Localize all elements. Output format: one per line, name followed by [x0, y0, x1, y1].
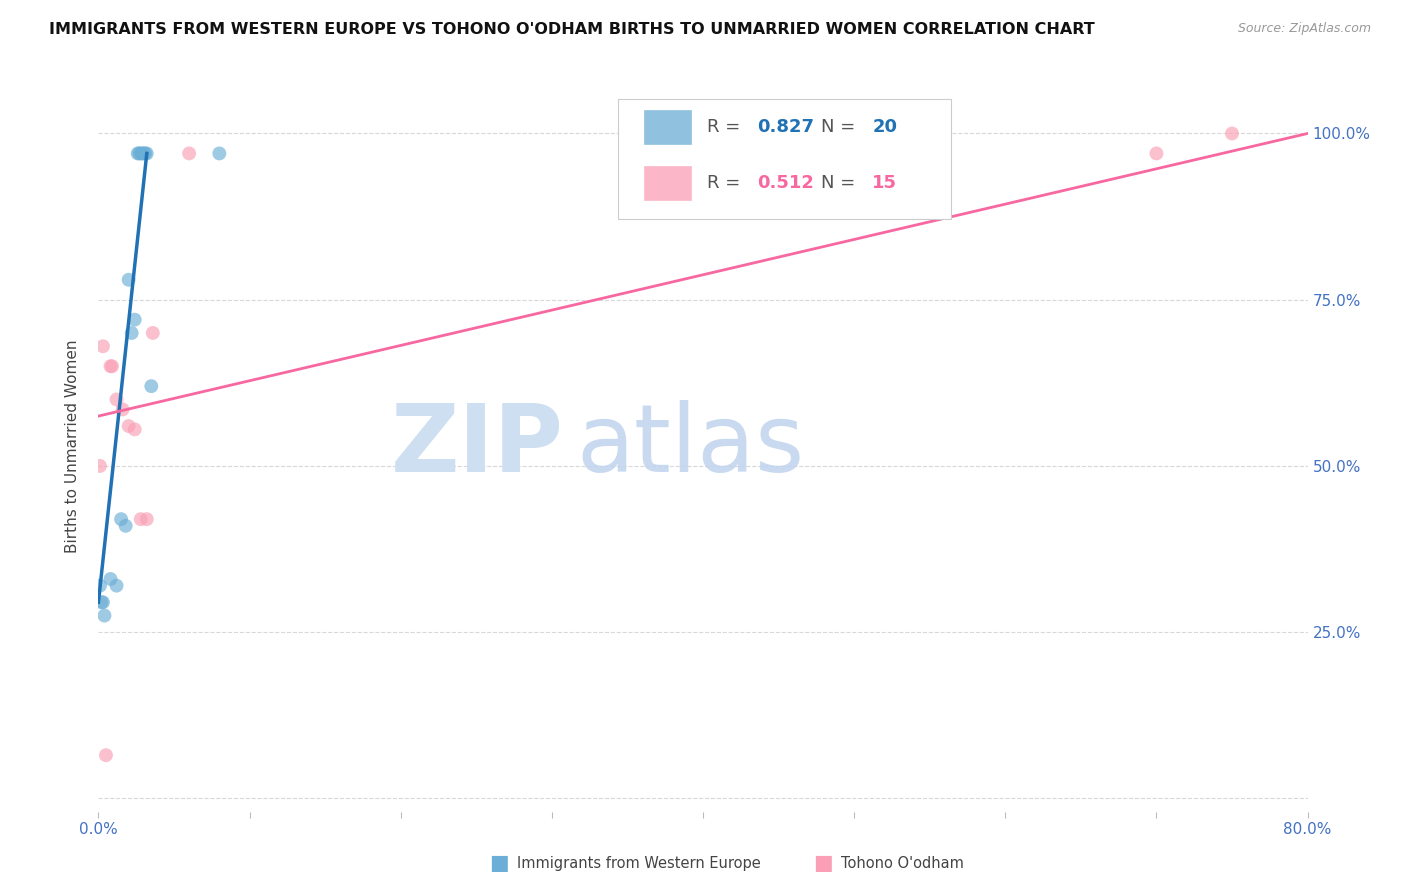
Point — [110, 512, 132, 526]
Point — [124, 312, 146, 326]
FancyBboxPatch shape — [644, 110, 692, 145]
Point — [89, 458, 111, 473]
Point — [135, 512, 157, 526]
Point — [100, 359, 122, 374]
FancyBboxPatch shape — [644, 166, 692, 201]
Text: 0.827: 0.827 — [758, 118, 814, 136]
Point — [132, 146, 155, 161]
Text: R =: R = — [707, 175, 745, 193]
Point — [121, 326, 143, 340]
Point — [127, 146, 149, 161]
Text: R =: R = — [707, 118, 745, 136]
Text: Source: ZipAtlas.com: Source: ZipAtlas.com — [1237, 22, 1371, 36]
Point — [101, 359, 124, 374]
Point — [1144, 146, 1167, 161]
Text: IMMIGRANTS FROM WESTERN EUROPE VS TOHONO O'ODHAM BIRTHS TO UNMARRIED WOMEN CORRE: IMMIGRANTS FROM WESTERN EUROPE VS TOHONO… — [49, 22, 1095, 37]
FancyBboxPatch shape — [619, 99, 950, 219]
Text: 20: 20 — [872, 118, 897, 136]
Text: atlas: atlas — [576, 400, 804, 492]
Point — [90, 595, 112, 609]
Point — [1220, 127, 1243, 141]
Point — [134, 146, 156, 161]
Point — [208, 146, 231, 161]
Point — [111, 402, 134, 417]
Point — [114, 518, 136, 533]
Point — [93, 608, 115, 623]
Point — [141, 379, 163, 393]
Point — [89, 579, 111, 593]
Text: Tohono O'odham: Tohono O'odham — [841, 856, 963, 871]
Text: ZIP: ZIP — [391, 400, 564, 492]
Text: N =: N = — [821, 118, 862, 136]
Y-axis label: Births to Unmarried Women: Births to Unmarried Women — [65, 339, 80, 553]
Text: 0.512: 0.512 — [758, 175, 814, 193]
Point — [118, 273, 141, 287]
Point — [129, 512, 152, 526]
Point — [124, 422, 146, 436]
Point — [100, 572, 122, 586]
Point — [179, 146, 201, 161]
Text: Immigrants from Western Europe: Immigrants from Western Europe — [517, 856, 761, 871]
Point — [105, 579, 128, 593]
Text: ■: ■ — [489, 854, 509, 873]
Point — [91, 339, 114, 353]
Point — [135, 146, 157, 161]
Text: 15: 15 — [872, 175, 897, 193]
Point — [91, 595, 114, 609]
Point — [105, 392, 128, 407]
Point — [142, 326, 165, 340]
Text: N =: N = — [821, 175, 862, 193]
Point — [131, 146, 153, 161]
Point — [129, 146, 152, 161]
Text: ■: ■ — [813, 854, 832, 873]
Point — [128, 146, 150, 161]
Point — [94, 748, 117, 763]
Point — [118, 419, 141, 434]
